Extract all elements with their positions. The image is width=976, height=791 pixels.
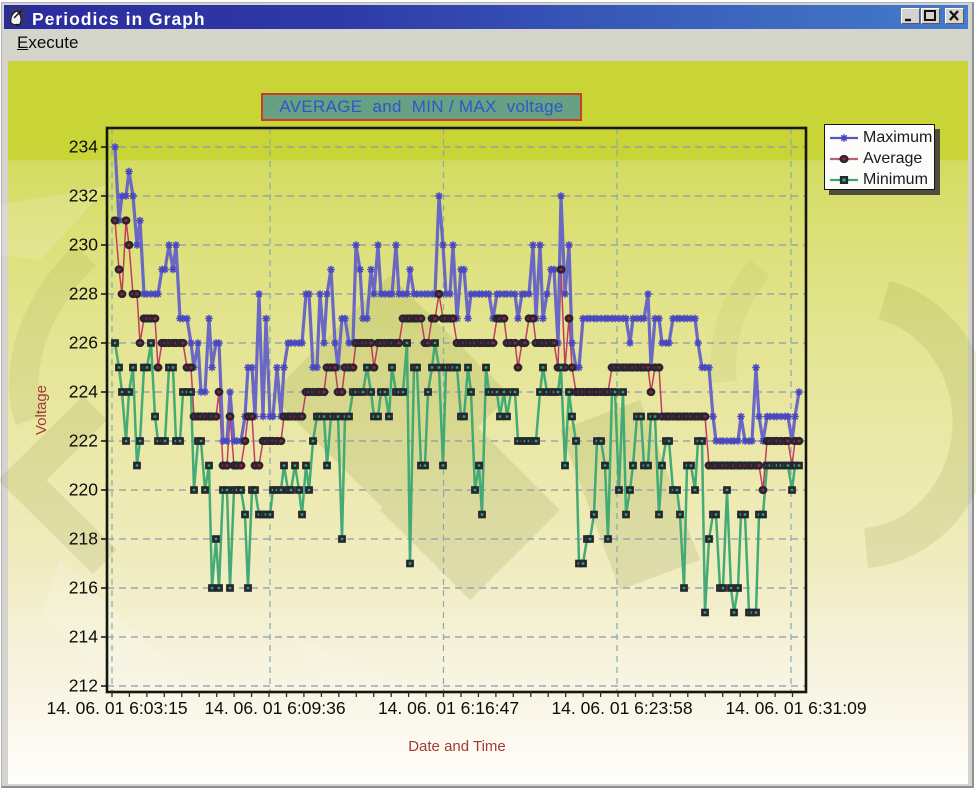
svg-text:212: 212 xyxy=(69,676,98,696)
svg-text:14. 06. 01 6:31:09: 14. 06. 01 6:31:09 xyxy=(725,698,866,718)
svg-text:222: 222 xyxy=(69,431,98,451)
svg-text:218: 218 xyxy=(69,529,98,549)
svg-text:230: 230 xyxy=(69,235,98,255)
svg-text:214: 214 xyxy=(69,627,98,647)
svg-text:14. 06. 01 6:09:36: 14. 06. 01 6:09:36 xyxy=(204,698,345,718)
svg-text:232: 232 xyxy=(69,186,98,206)
svg-text:216: 216 xyxy=(69,578,98,598)
svg-text:234: 234 xyxy=(69,137,98,157)
svg-text:226: 226 xyxy=(69,333,98,353)
svg-text:Date and Time: Date and Time xyxy=(408,738,506,755)
svg-text:228: 228 xyxy=(69,284,98,304)
svg-text:Voltage: Voltage xyxy=(33,385,50,435)
svg-text:14. 06. 01 6:23:58: 14. 06. 01 6:23:58 xyxy=(551,698,692,718)
svg-text:220: 220 xyxy=(69,480,98,500)
svg-text:14. 06. 01 6:16:47: 14. 06. 01 6:16:47 xyxy=(378,698,519,718)
svg-text:224: 224 xyxy=(69,382,98,402)
svg-text:14. 06. 01 6:03:15: 14. 06. 01 6:03:15 xyxy=(46,698,187,718)
